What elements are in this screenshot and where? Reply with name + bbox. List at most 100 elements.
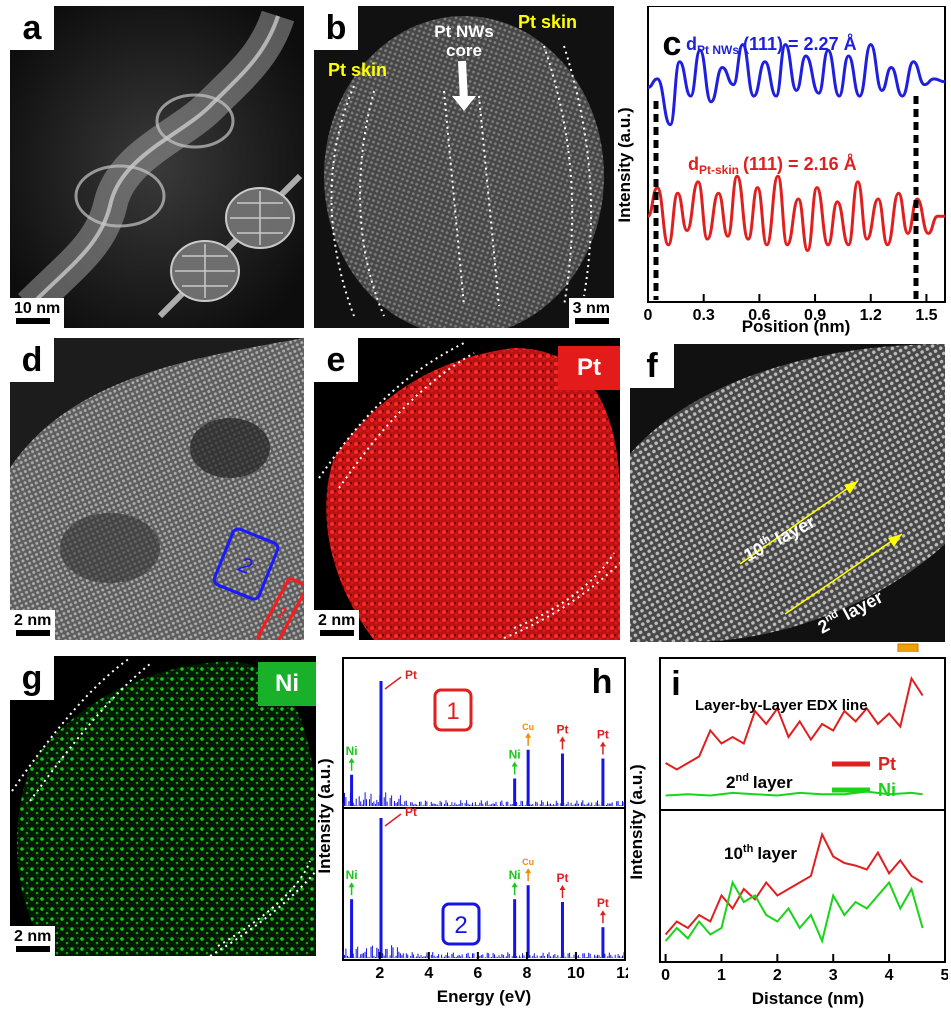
series-line-ni (665, 790, 923, 797)
peak-arrow-head (511, 882, 518, 888)
panel-i: 0 1 2 3 4 5 Intensity (a.u.) Distance (nm) La… (630, 652, 948, 1011)
x-tick-label: 8 (522, 965, 531, 982)
peak-arrow-head (559, 885, 566, 890)
x-tick-label: 10 (567, 965, 585, 982)
panel-letter: f (630, 344, 674, 388)
x-tick-label: 3 (829, 967, 838, 984)
series-line-pt (665, 676, 924, 771)
panel-letter: e (314, 338, 358, 382)
series-line-pt-skin (646, 174, 945, 253)
layer-num: 10 (724, 844, 743, 863)
core-label-line2: core (446, 41, 482, 60)
panel-c: 0 0.3 0.6 0.9 1.2 1.5 Intensity (a.u.) Positi… (616, 6, 948, 340)
x-tick-label: 1.2 (860, 307, 882, 324)
peak-arrow-head (348, 757, 355, 763)
x-tick-label: 0.6 (748, 307, 770, 324)
peak-label: Pt (597, 728, 609, 742)
haadf-image-d: 2 1 (10, 338, 304, 640)
scale-bar: 2 nm (10, 610, 56, 640)
sample-box-1: 1 (433, 688, 473, 732)
annotation-d: d (686, 34, 697, 54)
x-tick-label: 2 (773, 967, 782, 984)
ni-eds-map (11, 657, 316, 956)
panel-f: 10thlayer 2ndlayer f (630, 344, 945, 642)
scale-bar-label: 2 nm (14, 612, 52, 629)
peak-label: Ni (346, 868, 358, 882)
scale-bar-label: 3 nm (572, 300, 610, 317)
spectrum-noise (342, 944, 625, 958)
legend-label-ni: Ni (878, 780, 896, 800)
scale-bar-line (16, 630, 50, 636)
x-tick-label: 0.3 (693, 307, 715, 324)
panel-letter: h (591, 663, 613, 701)
pt-skin-label-left: Pt skin (328, 60, 388, 80)
scale-bar-line (16, 946, 50, 952)
panel-letter: g (10, 656, 54, 700)
peak-arrow-head (599, 741, 606, 747)
sample-box-2: 2 (441, 902, 481, 946)
peak-arrow-head (525, 868, 532, 874)
scale-bar: 3 nm (568, 298, 614, 328)
annotation-rest: (111) = 2.27 Å (743, 34, 857, 54)
peak-arrow-head (511, 761, 518, 767)
core-label: Pt NWs core (414, 22, 514, 60)
x-tick-label: 6 (473, 965, 482, 982)
scale-bar-label: 2 nm (14, 928, 52, 945)
element-tag-ni: Ni (258, 662, 316, 706)
series-line-pt-nws (647, 43, 946, 127)
x-axis-label: Energy (eV) (437, 987, 531, 1006)
pt-skin-label-right: Pt skin (518, 12, 578, 32)
peak-label: Pt (556, 723, 568, 737)
scale-bar-line (574, 318, 609, 324)
annotation-sub: Pt NWs (697, 43, 739, 57)
layer-word: layer (757, 844, 797, 863)
peak-arrow (384, 813, 402, 827)
element-tag-pt: Pt (558, 346, 620, 390)
annotation-sub: Pt-skin (699, 163, 739, 177)
series-line-pt (664, 831, 924, 936)
peak-label: Pt (556, 871, 568, 885)
chart-c: 0 0.3 0.6 0.9 1.2 1.5 Intensity (a.u.) Positi… (616, 6, 946, 336)
plot-frame-top (659, 657, 946, 811)
peak-label: Cu (522, 857, 534, 867)
peak-label: Cu (522, 722, 534, 732)
nanowire-micrograph (10, 6, 304, 328)
plot-frame-bottom (342, 807, 626, 961)
panel-e: e Pt 2 nm (314, 338, 620, 640)
peak-arrow-head (559, 736, 566, 742)
plot-frame (647, 6, 946, 303)
panel-a: a 10 nm (10, 6, 304, 328)
layer-num: 2 (726, 773, 735, 792)
annotation-pt-nws: dPt NWs (111) = 2.27 Å (686, 34, 857, 57)
boundary-lines (330, 45, 593, 317)
chart-title: Layer-by-Layer EDX line (695, 697, 868, 714)
peak-arrow-head (525, 732, 532, 738)
scale-bar: 10 nm (10, 298, 65, 328)
panel-letter: a (10, 6, 54, 50)
haadf-image-f: 10thlayer 2ndlayer (630, 344, 945, 642)
peak-label: Pt (405, 668, 417, 682)
layer-sup: nd (823, 608, 841, 625)
panel-letter: b (314, 6, 358, 50)
sample-box-label: 1 (446, 698, 459, 725)
y-axis-label: Intensity (a.u.) (616, 107, 634, 222)
series-line-ni (664, 879, 924, 945)
x-tick-label: 4 (424, 965, 433, 982)
x-tick-label: 2 (375, 965, 384, 982)
x-tick-label: 1.5 (915, 307, 937, 324)
peak-arrow (384, 676, 402, 690)
peak-label: Ni (509, 748, 521, 762)
panel-d: 2 1 d 2 nm (10, 338, 304, 640)
nanowire-model-icon (157, 173, 303, 319)
x-tick-label: 5 (941, 967, 948, 984)
annotation-pt-skin: dPt-skin (111) = 2.16 Å (688, 154, 857, 177)
y-axis-label: Intensity (a.u.) (630, 764, 646, 879)
peak-label: Ni (346, 744, 358, 758)
hrtem-image (314, 6, 614, 328)
x-tick-label: 0 (661, 967, 670, 984)
peak-label: Pt (597, 896, 609, 910)
peak-label: Ni (509, 868, 521, 882)
